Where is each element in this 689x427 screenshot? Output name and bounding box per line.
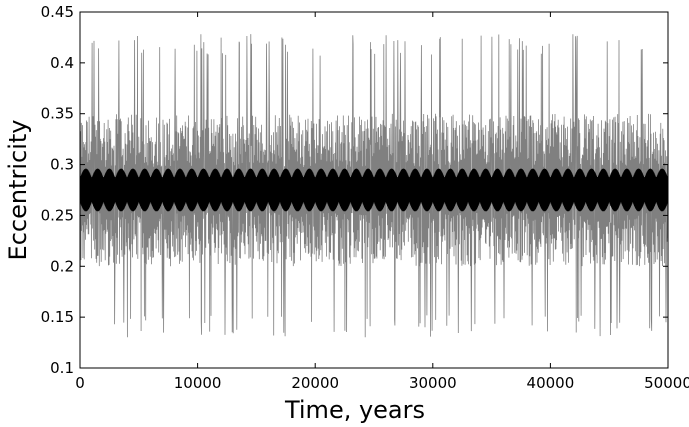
y-tick-label: 0.15 xyxy=(41,308,74,326)
y-tick-label: 0.35 xyxy=(41,105,74,123)
x-tick-label: 10000 xyxy=(174,374,222,392)
y-tick-label: 0.1 xyxy=(50,359,74,377)
plot-frame xyxy=(79,11,669,369)
x-tick-label: 40000 xyxy=(527,374,575,392)
y-tick-label: 0.2 xyxy=(50,257,74,275)
black-series-path xyxy=(79,168,669,212)
y-tick-label: 0.4 xyxy=(50,54,74,72)
y-tick-label: 0.3 xyxy=(50,156,74,174)
gray-series-path xyxy=(79,34,669,338)
gray-series-line xyxy=(79,34,669,338)
x-tick-label: 20000 xyxy=(291,374,339,392)
y-axis: 0.1 0.15 0.2 0.25 0.3 0.35 0.4 0.45 xyxy=(41,3,668,377)
y-tick-label: 0.25 xyxy=(41,206,74,224)
y-axis-label: Eccentricity xyxy=(4,120,32,261)
x-axis: 0 10000 20000 30000 40000 50000 xyxy=(75,12,689,392)
x-axis-label: Time, years xyxy=(284,396,425,424)
x-tick-label: 0 xyxy=(75,374,85,392)
x-tick-label: 30000 xyxy=(409,374,457,392)
x-tick-label: 50000 xyxy=(644,374,689,392)
black-series-line xyxy=(79,168,669,212)
y-tick-label: 0.45 xyxy=(41,3,74,21)
